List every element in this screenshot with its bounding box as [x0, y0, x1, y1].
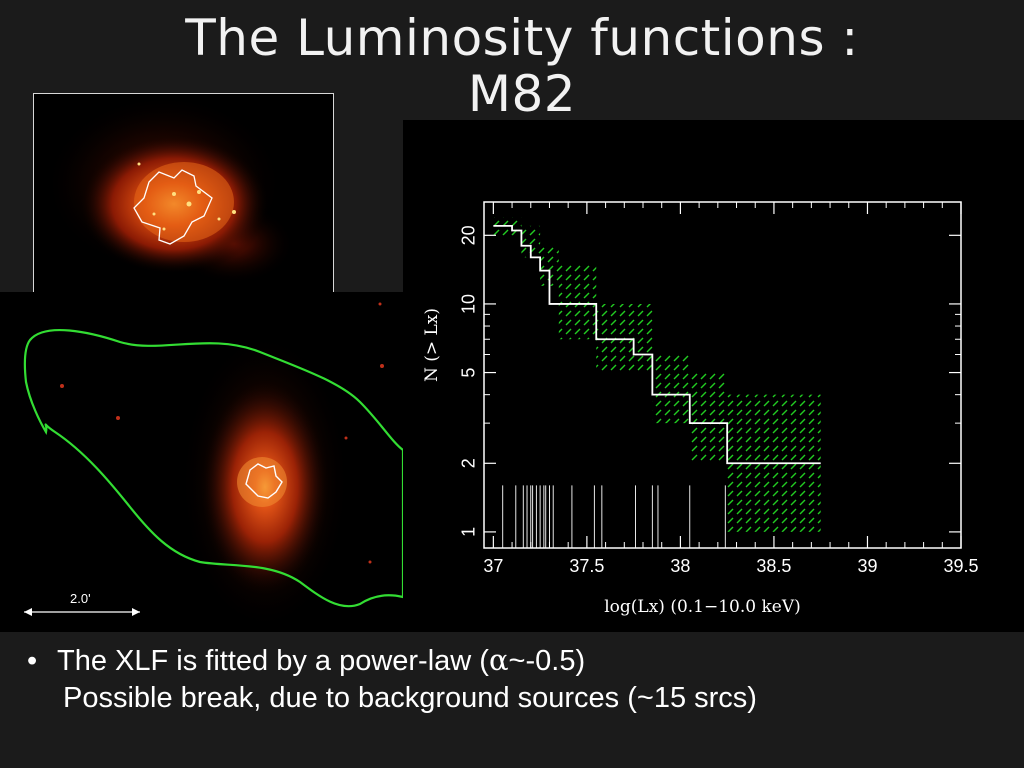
scale-bar [24, 608, 140, 616]
confidence-band [493, 217, 821, 532]
bullet-line1-suffix: ~-0.5) [508, 645, 586, 677]
y-tick-label: 2 [459, 458, 479, 468]
plot-frame [483, 201, 962, 549]
title-line-1: The Luminosity functions : [185, 9, 859, 67]
galaxy-region-contour [23, 329, 403, 608]
scale-bar-label: 2.0' [70, 591, 91, 606]
alpha-symbol: α [488, 643, 509, 677]
x-tick-label: 38 [670, 556, 690, 576]
main-central-contour [245, 463, 283, 499]
x-tick-label: 39 [857, 556, 877, 576]
y-tick-label: 1 [459, 527, 479, 537]
xray-main-image: 2.0' [0, 292, 403, 632]
x-tick-label: 39.5 [943, 556, 978, 576]
x-tick-label: 37 [483, 556, 503, 576]
y-axis-label: N (> Lx) [422, 308, 442, 382]
y-tick-label: 10 [459, 294, 479, 314]
slide-title: The Luminosity functions : M82 [0, 10, 1024, 122]
bullet-list: • The XLF is fitted by a power-law (α~-0.… [27, 642, 1017, 717]
x-tick-label: 38.5 [756, 556, 791, 576]
x-tick-label: 37.5 [569, 556, 604, 576]
cumulative-xlf-step [493, 224, 821, 465]
bullet-item: • The XLF is fitted by a power-law (α~-0.… [27, 642, 1017, 717]
bullet-dot: • [27, 645, 38, 677]
bullet-line1-prefix: The XLF is fitted by a power-law ( [57, 645, 489, 677]
y-tick-label: 20 [459, 225, 479, 245]
x-axis-label: log(Lx) (0.1−10.0 keV) [604, 597, 801, 617]
y-tick-label: 5 [459, 368, 479, 378]
bullet-line2: Possible break, due to background source… [63, 682, 757, 714]
xray-inset-image [33, 93, 334, 309]
inset-central-contour [133, 169, 213, 245]
luminosity-function-plot: 37 37.5 38 38.5 39 39.5 1 2 5 10 20 log(Lx) (0.1−10… [403, 120, 1024, 632]
title-line-2: M82 [467, 65, 577, 123]
